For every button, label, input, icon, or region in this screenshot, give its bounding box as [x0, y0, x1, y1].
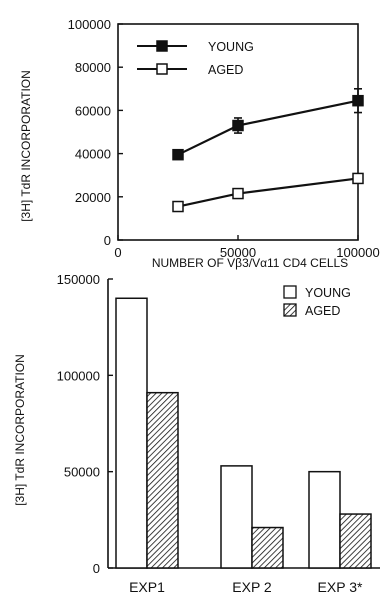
legend-swatch-aged	[283, 303, 297, 317]
y-tick-label: 150000	[57, 272, 100, 287]
series-line-aged	[177, 177, 359, 208]
bar-young	[220, 465, 253, 569]
data-point-young	[232, 119, 244, 132]
x-tick-label: 100000	[336, 245, 379, 260]
bar-young	[115, 297, 148, 569]
data-point-aged	[352, 172, 364, 185]
legend-label: YOUNG	[305, 286, 351, 300]
y-tick-label: 80000	[75, 60, 111, 75]
y-tick-label: 20000	[75, 190, 111, 205]
y-tick-label: 0	[104, 233, 111, 248]
x-tick-label: 0	[114, 245, 121, 260]
category-label: EXP 2	[232, 579, 272, 595]
bar-aged	[146, 391, 179, 569]
bar-chart-ylabel: [3H] TdR INCORPORATION	[13, 354, 27, 506]
y-tick-label: 100000	[57, 368, 100, 383]
data-point-aged	[232, 187, 244, 200]
line-chart-xlabel: NUMBER OF Vβ3/Vα11 CD4 CELLS	[152, 256, 348, 270]
line-chart-axes: 0 20000 40000 60000 80000 100000 0 50000 100000	[68, 17, 380, 260]
bar-chart: [3H] TdR INCORPORATION 0 50000 100000 15000…	[13, 272, 380, 595]
y-tick-label: 0	[93, 561, 100, 576]
data-point-aged	[172, 200, 184, 213]
x-tick-label: 50000	[220, 245, 256, 260]
line-chart-legend: YOUNG AGED	[137, 40, 254, 77]
bar-chart-legend: YOUNG AGED	[283, 285, 351, 318]
legend-marker-aged	[156, 63, 168, 75]
y-tick-label: 50000	[64, 465, 100, 480]
legend-label: YOUNG	[208, 40, 254, 54]
bar-chart-marks	[115, 297, 372, 569]
line-chart-marks	[172, 88, 364, 213]
category-label: EXP 3*	[318, 579, 363, 595]
legend-marker-young	[156, 40, 168, 52]
y-tick-label: 40000	[75, 147, 111, 162]
line-chart: [3H] TdR INCORPORATION NUMBER OF Vβ3/Vα1…	[19, 17, 380, 270]
legend-label: AGED	[208, 63, 243, 77]
data-point-young	[352, 94, 364, 107]
category-label: EXP1	[129, 579, 165, 595]
bar-aged	[251, 526, 284, 569]
bar-young	[308, 470, 341, 569]
line-chart-ylabel: [3H] TdR INCORPORATION	[19, 70, 33, 222]
data-point-young	[172, 148, 184, 161]
legend-swatch-young	[283, 285, 297, 299]
y-tick-label: 100000	[68, 17, 111, 32]
y-tick-label: 60000	[75, 103, 111, 118]
bar-aged	[339, 513, 372, 569]
legend-label: AGED	[305, 304, 340, 318]
series-line-young	[177, 99, 359, 156]
bar-chart-axes: 0 50000 100000 150000 EXP1 EXP 2 EXP 3*	[57, 272, 380, 595]
